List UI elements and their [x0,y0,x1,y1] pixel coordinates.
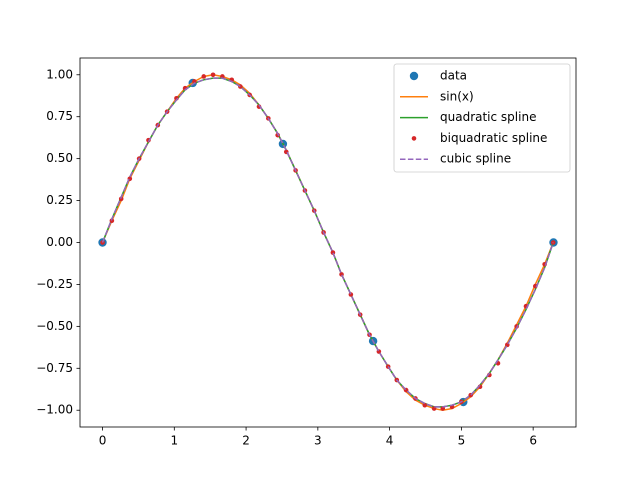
x-tick-label: 6 [529,434,537,448]
y-tick-label: 0.00 [46,235,73,249]
legend-marker [411,136,417,141]
y-tick-label: −0.25 [36,277,73,291]
x-tick-label: 1 [170,434,178,448]
data-point [201,74,207,79]
data-point [422,402,428,408]
x-tick-label: 0 [99,434,107,448]
x-tick-label: 5 [458,434,466,448]
data-point [275,132,280,138]
y-tick-label: 0.75 [46,109,73,123]
y-tick-label: 1.00 [46,67,73,81]
legend-box [393,63,571,173]
plot-area [98,72,558,411]
series-line [101,77,554,408]
x-tick-label: 4 [386,434,394,448]
y-tick-label: −1.00 [36,403,73,417]
y-tick-label: −0.75 [36,361,73,375]
y-tick-label: −0.50 [36,319,73,333]
legend: data sin(x) quadratic spline biquadratic sp… [393,63,571,173]
legend-label: quadratic spline [440,110,536,124]
y-tick-label: 0.25 [46,193,73,207]
legend-label: sin(x) [440,89,474,103]
y-tick-label: 0.50 [46,151,73,165]
x-tick-label: 2 [242,434,250,448]
legend-label: data [440,69,467,83]
data-point [192,79,197,84]
data-point [210,72,216,78]
legend-marker [409,71,419,81]
legend-label: cubic spline [440,152,511,166]
legend-label: biquadratic spline [440,131,547,145]
x-tick-label: 3 [314,434,322,448]
